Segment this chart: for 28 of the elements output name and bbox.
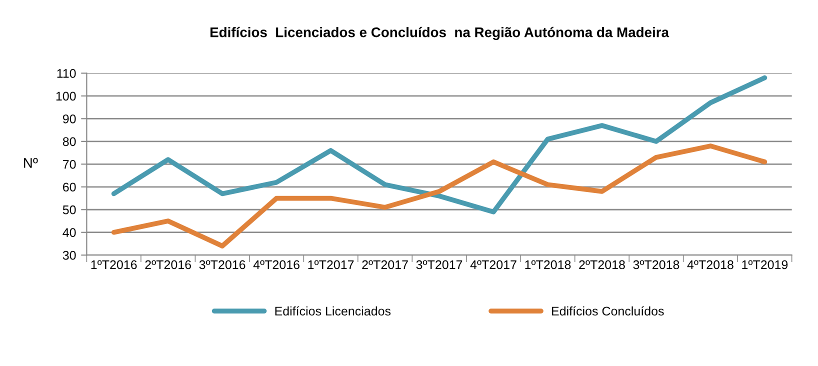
x-tick-label: 2ºT2017 <box>362 260 408 270</box>
x-tick-label: 1ºT2019 <box>742 260 788 270</box>
x-tick-label: 4ºT2017 <box>470 260 516 270</box>
x-tick-label: 3ºT2018 <box>633 260 680 270</box>
x-tick-label: 1ºT2016 <box>91 260 137 270</box>
x-tick-label: 1ºT2018 <box>525 260 571 270</box>
y-tick-label: 90 <box>62 114 76 124</box>
legend-label: Edifícios Concluídos <box>552 306 664 316</box>
x-tick-label: 3ºT2016 <box>199 260 246 270</box>
y-tick-label: 40 <box>62 228 76 238</box>
line-series <box>111 75 768 214</box>
chart-title: Edifícios Licenciados e Concluídos na Região Autónoma da Madeira <box>210 26 670 40</box>
x-tick-label: 4ºT2018 <box>687 260 734 270</box>
y-tick-label: 110 <box>57 69 76 78</box>
x-tick-label: 2ºT2018 <box>579 260 625 270</box>
line-series <box>111 144 768 248</box>
y-tick-label: 80 <box>62 137 76 146</box>
x-tick-label: 2ºT2016 <box>145 260 191 270</box>
y-tick-label: 30 <box>62 250 76 260</box>
x-tick-label: 3ºT2017 <box>416 260 462 270</box>
y-tick-label: 50 <box>62 205 76 214</box>
y-tick-label: 70 <box>63 160 76 169</box>
y-tick-label: 60 <box>63 182 76 192</box>
x-tick-label: 1ºT2017 <box>308 260 354 270</box>
y-axis-title: Nº <box>24 158 38 168</box>
legend-label: Edifícios Licenciados <box>275 306 391 316</box>
x-tick-label: 4ºT2016 <box>253 260 300 270</box>
y-tick-label: 100 <box>56 92 76 101</box>
